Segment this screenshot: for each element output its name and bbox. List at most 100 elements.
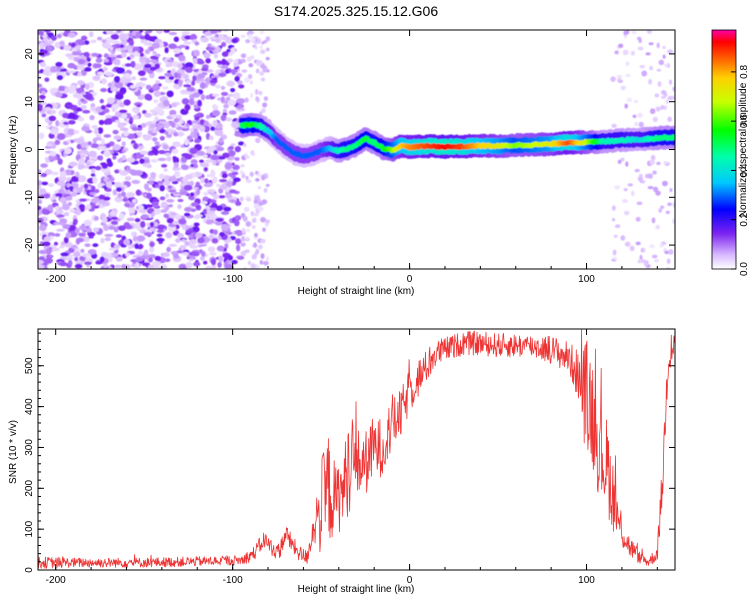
- heatmap-cell: [38, 260, 44, 264]
- heatmap-cell: [255, 178, 260, 182]
- heatmap-cell: [106, 30, 114, 35]
- heatmap-cell: [82, 109, 91, 114]
- heatmap-cell: [44, 107, 52, 111]
- heatmap-cell: [210, 126, 215, 131]
- heatmap-cell: [247, 260, 252, 265]
- heatmap-cell: [80, 248, 85, 253]
- heatmap-cell: [209, 192, 216, 196]
- heatmap-cell: [252, 36, 259, 40]
- heatmap-cell: [635, 216, 641, 222]
- heatmap-cell: [80, 105, 87, 110]
- heatmap-cell: [194, 116, 200, 121]
- heatmap-cell: [246, 197, 252, 202]
- heatmap-cell: [56, 133, 66, 140]
- heatmap-cell: [41, 113, 47, 118]
- heatmap-cell: [65, 195, 73, 201]
- heatmap-cell: [110, 216, 119, 220]
- heatmap-cell: [101, 163, 108, 169]
- heatmap-cell: [205, 95, 211, 100]
- heatmap-cell: [245, 221, 252, 227]
- colorbar-tick-label: 0.8: [739, 64, 750, 78]
- heatmap-cell: [107, 265, 112, 269]
- heatmap-cell: [118, 102, 126, 108]
- heatmap-cell: [41, 208, 49, 215]
- heatmap-cell: [147, 264, 154, 269]
- heatmap-cell: [189, 147, 198, 155]
- heatmap-cell: [46, 45, 54, 52]
- heatmap-cell: [39, 61, 47, 68]
- heatmap-cell: [637, 176, 644, 182]
- heatmap-cell: [38, 104, 43, 111]
- heatmap-cell: [92, 227, 100, 233]
- heatmap-cell: [265, 56, 270, 61]
- heatmap-cell: [256, 38, 262, 44]
- heatmap-cell: [127, 44, 133, 51]
- heatmap-cell: [129, 212, 134, 216]
- heatmap-cell: [137, 205, 144, 211]
- heatmap-cell: [170, 122, 176, 128]
- heatmap-cell: [69, 208, 76, 213]
- heatmap-cell: [235, 238, 242, 245]
- heatmap-cell: [176, 114, 183, 119]
- heatmap-cell: [157, 119, 167, 123]
- heatmap-cell: [103, 150, 111, 157]
- heatmap-cell: [61, 68, 67, 72]
- heatmap-cell: [618, 43, 624, 48]
- heatmap-cell: [222, 152, 230, 158]
- heatmap-cell: [657, 81, 662, 87]
- heatmap-cell: [148, 180, 154, 185]
- heatmap-cell: [58, 85, 66, 92]
- heatmap-cell: [122, 73, 131, 78]
- heatmap-cell: [166, 198, 175, 203]
- heatmap-cell: [217, 30, 222, 33]
- heatmap-cell: [89, 114, 95, 121]
- heatmap-cell: [176, 178, 181, 182]
- heatmap-cell: [193, 261, 201, 267]
- heatmap-cell: [114, 81, 124, 89]
- heatmap-cell: [63, 236, 69, 244]
- heatmap-cell: [209, 36, 218, 40]
- heatmap-cell: [611, 205, 616, 211]
- heatmap-cell: [149, 123, 157, 129]
- heatmap-cell: [139, 52, 144, 58]
- heatmap-cell: [50, 65, 58, 73]
- heatmap-cell: [257, 173, 262, 177]
- heatmap-cell: [56, 180, 66, 186]
- heatmap-cell: [203, 166, 208, 172]
- heatmap-cell: [94, 216, 99, 221]
- heatmap-cell: [225, 69, 230, 74]
- heatmap-cell: [668, 249, 674, 255]
- heatmap-cell: [618, 79, 624, 83]
- heatmap-cell: [103, 58, 110, 63]
- heatmap-cell: [227, 58, 234, 63]
- heatmap-cell: [54, 233, 61, 237]
- heatmap-cell: [145, 192, 153, 200]
- heatmap-cell: [87, 231, 96, 237]
- heatmap-cell: [54, 139, 61, 146]
- heatmap-cell: [152, 83, 160, 90]
- heatmap-cell: [215, 46, 221, 53]
- snr-series-line: [38, 329, 675, 569]
- heatmap-cell: [613, 234, 618, 238]
- heatmap-cell: [152, 261, 161, 267]
- heatmap-cell: [620, 157, 625, 162]
- heatmap-cell: [68, 224, 77, 232]
- heatmap-cell: [209, 207, 217, 211]
- heatmap-cell: [612, 249, 617, 256]
- heatmap-cell: [263, 96, 269, 102]
- heatmap-cell: [72, 221, 78, 226]
- heatmap-cell: [111, 40, 121, 44]
- heatmap-cell: [152, 51, 157, 55]
- heatmap-cell: [146, 187, 152, 192]
- heatmap-cell: [200, 94, 206, 101]
- heatmap-cell: [59, 245, 65, 249]
- heatmap-cell: [667, 49, 674, 54]
- heatmap-cell: [231, 171, 239, 176]
- heatmap-cell: [56, 75, 64, 81]
- heatmap-cell: [663, 161, 668, 165]
- heatmap-cell: [105, 181, 113, 188]
- heatmap-cell: [112, 58, 121, 65]
- heatmap-cell: [254, 170, 259, 175]
- heatmap-cell: [114, 196, 123, 203]
- heatmap-cell: [71, 175, 80, 183]
